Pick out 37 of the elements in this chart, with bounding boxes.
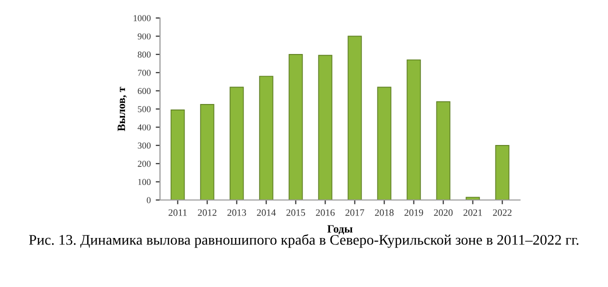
y-tick-label: 700 (138, 70, 151, 76)
y-tick-label: 1000 (134, 15, 151, 22)
x-tick-label: 2017 (345, 209, 364, 216)
x-tick-label: 2012 (198, 209, 216, 216)
x-tick-label: 2022 (493, 209, 512, 216)
y-tick-label: 200 (138, 160, 151, 167)
bar (259, 76, 274, 200)
bar (170, 109, 185, 200)
text: Рис. 13. Динамика вылова равношипого краба в Северо-Курильской зоне в 2011–2022 гг. (29, 234, 578, 248)
y-tick-label: 900 (138, 33, 151, 40)
bar (436, 101, 450, 200)
y-tick-label: 500 (138, 106, 151, 112)
x-tick-label: 2013 (227, 209, 246, 216)
x-tick-label: 2018 (374, 209, 394, 216)
bar (318, 54, 332, 200)
y-tick-label: 100 (138, 178, 151, 186)
bar (495, 144, 510, 200)
x-tick-label: 2019 (404, 209, 424, 216)
bar (230, 86, 244, 200)
bar (406, 59, 421, 200)
y-tick-label: 300 (138, 142, 151, 149)
y-axis-title: Вылов, т (118, 86, 127, 132)
x-axis-title: Годы (327, 225, 353, 234)
x-tick-label: 2015 (286, 209, 306, 216)
bar (288, 54, 303, 200)
y-tick-label: 0 (146, 197, 151, 204)
x-tick-label: 2014 (256, 209, 276, 216)
y-tick-label: 400 (138, 124, 151, 130)
bar (200, 104, 214, 200)
y-tick-label: 800 (138, 52, 151, 58)
bar (348, 36, 362, 200)
y-tick-label: 600 (138, 88, 151, 94)
x-tick-label: 2016 (316, 209, 335, 216)
x-tick-label: 2011 (168, 209, 187, 216)
x-tick-label: 2021 (463, 209, 482, 216)
x-tick-label: 2020 (434, 209, 453, 216)
bar (377, 86, 392, 200)
